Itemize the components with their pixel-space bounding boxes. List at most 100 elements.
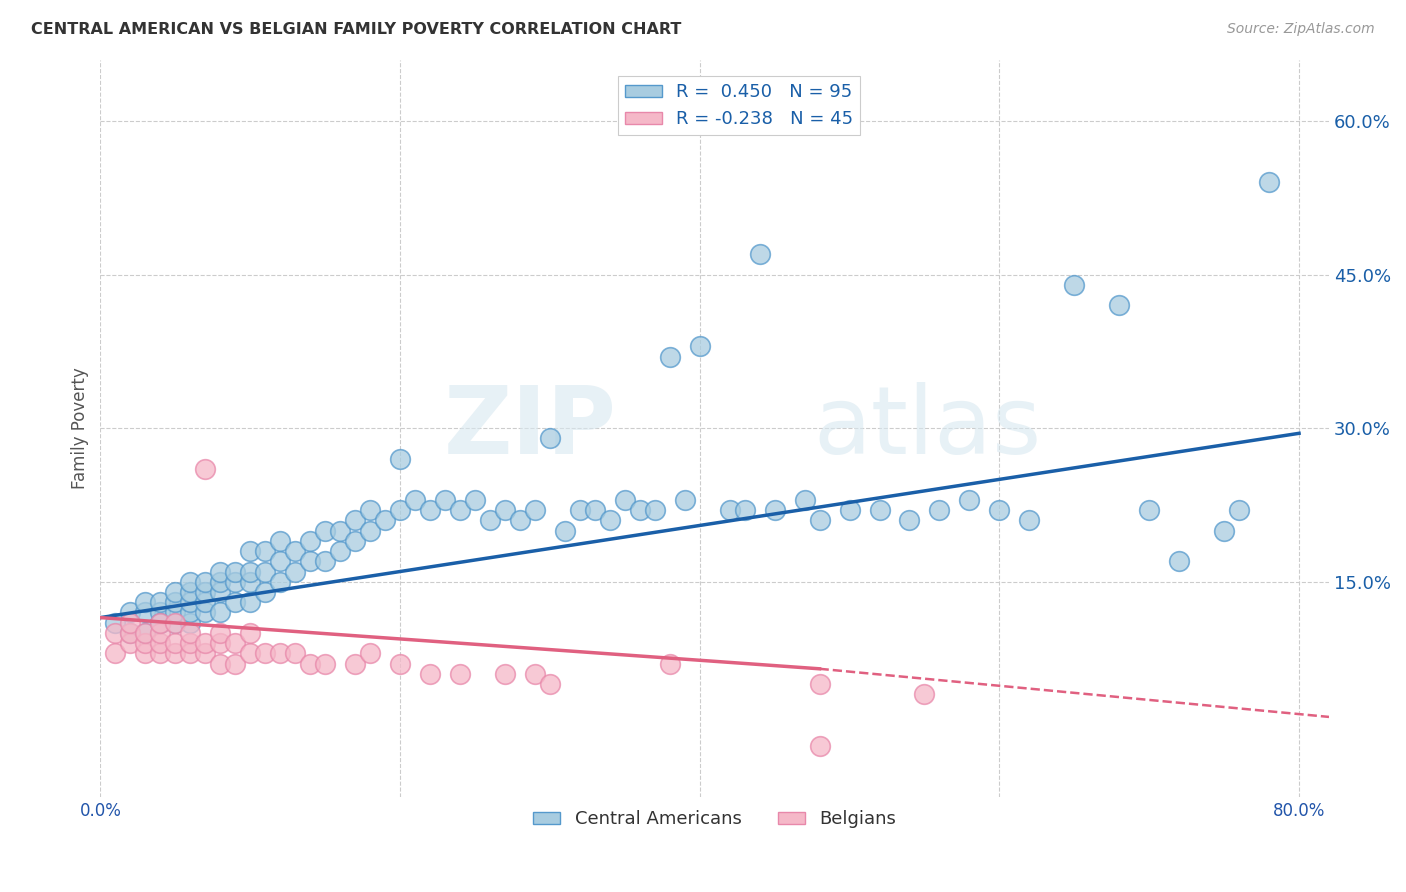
Point: [165, 647, 187, 661]
Point: [179, 606, 201, 620]
Point: [165, 585, 187, 599]
Point: [149, 647, 172, 661]
Point: [209, 565, 232, 579]
Point: [239, 565, 262, 579]
Point: [194, 462, 217, 476]
Point: [869, 503, 891, 517]
Point: [239, 595, 262, 609]
Point: [284, 565, 307, 579]
Point: [165, 615, 187, 630]
Point: [254, 544, 277, 558]
Point: [104, 615, 127, 630]
Point: [988, 503, 1011, 517]
Point: [299, 533, 322, 548]
Y-axis label: Family Poverty: Family Poverty: [72, 368, 89, 489]
Point: [658, 657, 681, 671]
Point: [494, 667, 516, 681]
Point: [628, 503, 651, 517]
Point: [134, 606, 156, 620]
Point: [718, 503, 741, 517]
Point: [104, 626, 127, 640]
Point: [209, 574, 232, 589]
Point: [359, 647, 381, 661]
Point: [209, 626, 232, 640]
Point: [269, 574, 291, 589]
Point: [134, 626, 156, 640]
Point: [254, 565, 277, 579]
Point: [673, 492, 696, 507]
Point: [269, 533, 291, 548]
Point: [478, 513, 501, 527]
Point: [344, 657, 367, 671]
Point: [149, 595, 172, 609]
Point: [957, 492, 980, 507]
Point: [149, 615, 172, 630]
Point: [329, 524, 352, 538]
Point: [658, 350, 681, 364]
Point: [314, 554, 336, 568]
Text: atlas: atlas: [813, 382, 1042, 475]
Point: [583, 503, 606, 517]
Point: [120, 615, 142, 630]
Point: [389, 657, 412, 671]
Point: [538, 432, 561, 446]
Point: [568, 503, 591, 517]
Point: [224, 595, 246, 609]
Point: [344, 513, 367, 527]
Point: [928, 503, 950, 517]
Point: [134, 626, 156, 640]
Point: [254, 585, 277, 599]
Text: Source: ZipAtlas.com: Source: ZipAtlas.com: [1227, 22, 1375, 37]
Point: [134, 595, 156, 609]
Point: [149, 626, 172, 640]
Point: [209, 606, 232, 620]
Point: [239, 626, 262, 640]
Point: [763, 503, 786, 517]
Point: [179, 647, 201, 661]
Point: [808, 739, 831, 753]
Point: [389, 451, 412, 466]
Point: [269, 647, 291, 661]
Point: [644, 503, 666, 517]
Point: [419, 503, 441, 517]
Point: [165, 615, 187, 630]
Legend: Central Americans, Belgians: Central Americans, Belgians: [526, 803, 904, 836]
Point: [344, 533, 367, 548]
Point: [898, 513, 921, 527]
Point: [1258, 176, 1281, 190]
Point: [449, 503, 471, 517]
Point: [179, 626, 201, 640]
Point: [1168, 554, 1191, 568]
Point: [433, 492, 456, 507]
Point: [389, 503, 412, 517]
Point: [179, 574, 201, 589]
Point: [239, 544, 262, 558]
Point: [509, 513, 531, 527]
Point: [1227, 503, 1250, 517]
Point: [149, 615, 172, 630]
Point: [1137, 503, 1160, 517]
Point: [523, 503, 546, 517]
Point: [914, 687, 936, 701]
Point: [194, 595, 217, 609]
Point: [374, 513, 396, 527]
Point: [299, 554, 322, 568]
Point: [464, 492, 486, 507]
Point: [734, 503, 756, 517]
Point: [149, 606, 172, 620]
Point: [165, 606, 187, 620]
Point: [120, 606, 142, 620]
Point: [134, 647, 156, 661]
Point: [523, 667, 546, 681]
Point: [449, 667, 471, 681]
Point: [314, 524, 336, 538]
Point: [239, 574, 262, 589]
Point: [538, 677, 561, 691]
Point: [120, 626, 142, 640]
Point: [808, 513, 831, 527]
Point: [329, 544, 352, 558]
Point: [284, 647, 307, 661]
Point: [149, 615, 172, 630]
Point: [224, 657, 246, 671]
Point: [494, 503, 516, 517]
